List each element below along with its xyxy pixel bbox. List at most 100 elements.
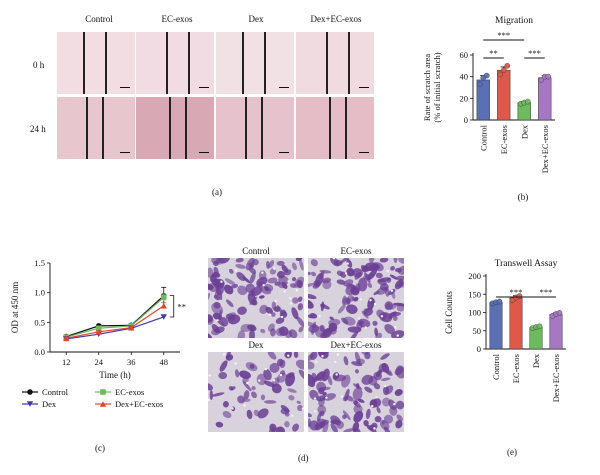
stained-cell	[352, 268, 363, 278]
stained-cell	[226, 352, 231, 360]
stained-cell	[279, 309, 287, 318]
stained-cell	[363, 420, 369, 427]
stained-cell	[337, 304, 346, 314]
stained-cell	[291, 307, 299, 320]
stained-cell	[353, 411, 364, 423]
membrane-pore	[332, 258, 336, 260]
series-line	[66, 296, 165, 338]
stained-cell	[295, 359, 304, 370]
membrane-pore	[262, 284, 265, 287]
stained-cell	[287, 388, 297, 393]
scratch-edge-line	[242, 32, 244, 94]
chart-title: Transwell Assay	[495, 259, 558, 269]
stained-cell	[309, 389, 319, 400]
stained-cell	[276, 260, 285, 266]
membrane-pore	[289, 302, 292, 305]
stained-cell	[251, 391, 257, 399]
stained-cell	[396, 303, 404, 312]
stained-cell	[365, 408, 371, 420]
stained-cell	[398, 258, 404, 264]
membrane-pore	[318, 314, 321, 318]
stained-cell	[284, 421, 290, 428]
membrane-pore	[280, 315, 284, 319]
stained-cells	[308, 258, 404, 338]
x-tick-label: Dex	[519, 124, 529, 139]
membrane-pore	[369, 298, 372, 302]
data-point	[500, 67, 507, 73]
stained-cell	[363, 307, 374, 316]
y-tick-label: 200	[468, 271, 481, 281]
stained-cell	[319, 386, 331, 391]
legend-label: Dex+EC-exos	[115, 399, 163, 409]
stained-cell	[399, 282, 404, 287]
stained-cell	[310, 259, 318, 267]
stained-cell	[344, 388, 350, 401]
stained-cell	[269, 268, 277, 275]
transwell-image	[308, 258, 404, 338]
stained-cell	[358, 320, 365, 325]
stained-cell	[333, 259, 343, 266]
stained-cell	[239, 370, 252, 379]
stained-cell	[271, 301, 277, 310]
stained-cell	[380, 377, 391, 381]
membrane-pore	[258, 379, 261, 382]
stained-cell	[319, 419, 330, 427]
stained-cell	[355, 283, 361, 293]
stained-cell	[355, 369, 359, 374]
stained-cell	[297, 303, 304, 311]
y-tick-label: 1.0	[34, 288, 45, 298]
stained-cell	[343, 316, 356, 326]
stained-cell	[260, 328, 266, 334]
stained-cell	[230, 284, 239, 289]
membrane-pore	[279, 373, 283, 377]
data-point	[99, 401, 107, 407]
od-line-chart: 0.0 0.5 1.0 1.5 12 24 36 48 Time (h) OD at 450 nm…	[10, 258, 186, 453]
y-tick-label: 0	[477, 344, 481, 354]
stained-cell	[208, 332, 213, 338]
data-point	[95, 329, 102, 335]
scale-bar	[120, 151, 130, 153]
stained-cell	[264, 400, 277, 404]
y-axis-label: OD at 450 nm	[10, 282, 20, 333]
stained-cells	[208, 258, 304, 338]
stained-cell	[308, 282, 315, 288]
stained-cell	[341, 295, 347, 306]
membrane-pore	[380, 315, 384, 318]
panel-caption: (c)	[95, 443, 105, 453]
stained-cell	[270, 328, 276, 337]
stained-cell	[213, 294, 220, 301]
stained-cell	[260, 394, 266, 401]
y-tick-label: 40	[460, 72, 469, 82]
panel-a-caption: (a)	[212, 187, 222, 197]
stained-cell	[288, 395, 295, 401]
membrane-pore	[357, 317, 361, 320]
membrane-pore	[274, 299, 277, 303]
stained-cell	[275, 327, 285, 337]
stained-cell	[356, 383, 360, 389]
series-line	[66, 316, 164, 340]
stained-cell	[269, 427, 276, 432]
panel-d-caption: (d)	[298, 453, 309, 463]
stained-cell	[385, 369, 392, 375]
stained-cell	[354, 352, 361, 365]
series-line	[66, 295, 165, 338]
scratch-edge-line	[345, 97, 347, 159]
stained-cell	[389, 311, 401, 317]
stained-cell	[258, 295, 265, 299]
membrane-pore	[334, 360, 337, 364]
bar	[489, 302, 503, 350]
scratch-edge-line	[348, 32, 350, 94]
x-tick-label: Dex+EC-exos	[551, 354, 561, 402]
x-tick-label: EC-exos	[499, 125, 509, 154]
stained-cell	[343, 356, 349, 366]
stained-cell	[208, 316, 214, 325]
scratch-edge-line	[329, 97, 331, 159]
stained-cell	[362, 273, 375, 280]
x-tick-label: 36	[127, 357, 136, 367]
bar	[509, 297, 523, 350]
stained-cell	[237, 395, 246, 404]
stained-cell	[370, 422, 378, 430]
stained-cell	[339, 258, 351, 264]
data-point	[497, 71, 504, 78]
stained-cell	[297, 296, 303, 302]
